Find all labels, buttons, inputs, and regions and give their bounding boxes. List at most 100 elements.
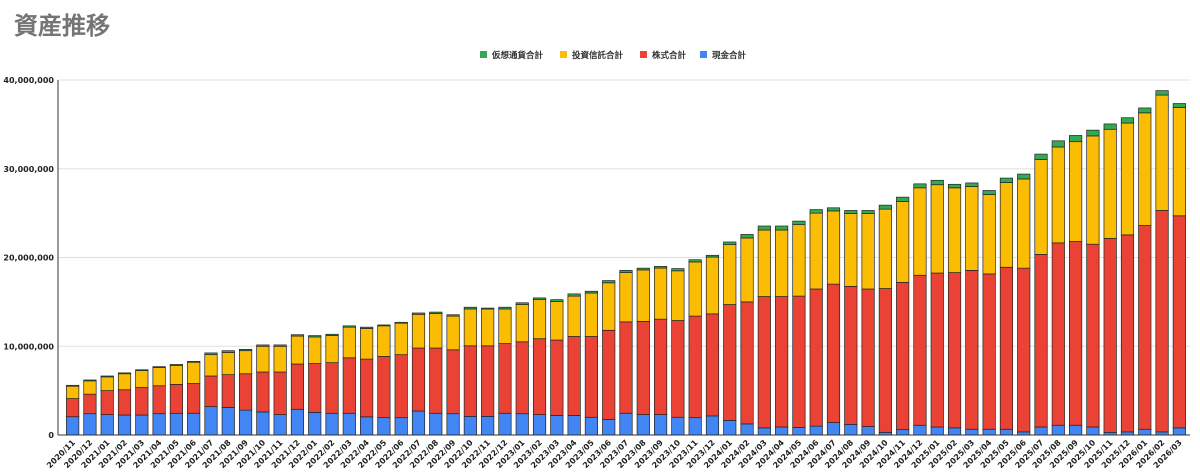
bar-segment [117, 389, 132, 416]
bar-segment [688, 417, 702, 436]
bar-segment [775, 426, 789, 436]
bar-segment [290, 363, 305, 410]
bar-segment [930, 426, 944, 436]
bar-segment [654, 318, 668, 415]
bar-segment [1069, 141, 1083, 242]
bar-segment [1120, 122, 1135, 236]
bar-segment [947, 272, 962, 429]
bar-segment [1017, 173, 1031, 180]
bar-segment [429, 347, 443, 414]
bar-segment [1120, 234, 1135, 433]
bar-segment [100, 414, 114, 436]
bar-segment [792, 224, 806, 297]
bar-segment [342, 357, 356, 414]
bar-segment [619, 321, 633, 414]
bar-segment [809, 212, 823, 290]
bar-segment [896, 282, 910, 431]
legend-swatch [560, 51, 567, 58]
bar-segment [187, 383, 201, 414]
bar-segment [152, 413, 166, 436]
bar-segment [567, 415, 581, 436]
bar-segment [1051, 140, 1065, 148]
bar-segment [896, 196, 910, 202]
y-tick-label: 0 [48, 431, 54, 440]
bar-segment [567, 295, 581, 337]
bar-segment [930, 184, 944, 274]
bar-segment [532, 299, 547, 340]
bar-segment [446, 349, 460, 415]
bar-segment [83, 380, 97, 395]
bar-segment [394, 321, 408, 324]
bar-segment [671, 416, 685, 436]
bar-segment [515, 302, 529, 305]
bar-segment [1155, 94, 1169, 211]
legend-swatch [640, 51, 647, 58]
bar-segment [671, 270, 685, 321]
bar-segment [775, 229, 789, 297]
bar-segment [481, 308, 495, 347]
bar-segment [826, 283, 841, 423]
bar-segment [515, 341, 529, 415]
bar-segment [550, 299, 564, 302]
bar-segment [965, 428, 979, 436]
bar-segment [1103, 238, 1117, 433]
bar-segment [360, 358, 374, 418]
bar-segment [1069, 424, 1083, 436]
bar-segment [861, 213, 875, 290]
bar-segment [342, 412, 356, 436]
bar-segment [515, 304, 529, 343]
bar-segment [152, 366, 166, 368]
bar-segment [117, 372, 132, 375]
bar-segment [66, 398, 80, 418]
bar-segment [999, 428, 1014, 436]
bar-segment [463, 416, 477, 436]
bar-segment [550, 339, 564, 416]
bar-segment [1138, 112, 1152, 226]
bar-segment [1034, 426, 1048, 436]
bar-segment [169, 364, 183, 366]
bar-segment [896, 429, 910, 436]
bar-segment [273, 414, 287, 436]
bar-segment [498, 306, 512, 310]
bar-segment [844, 285, 858, 425]
bar-segment [100, 376, 114, 391]
bar-segment [394, 417, 408, 436]
bar-segment [342, 326, 356, 359]
bar-segment [446, 314, 460, 317]
bar-segment [584, 292, 598, 337]
bar-segment [532, 414, 547, 436]
y-tick-label: 20,000,000 [3, 254, 54, 263]
bar-segment [999, 266, 1014, 430]
bar-segment [411, 313, 426, 349]
bar-segment [740, 234, 754, 239]
bar-segment [809, 425, 823, 436]
bar-segment [1086, 135, 1100, 245]
bar-segment [723, 304, 737, 421]
y-tick-label: 40,000,000 [3, 76, 54, 85]
legend-label: 株式合計 [652, 50, 687, 61]
bar-segment [930, 272, 944, 428]
bar-segment [394, 322, 408, 356]
bar-segment [66, 384, 80, 387]
bar-segment [550, 415, 564, 436]
bar-segment [913, 274, 927, 426]
bar-segment [913, 183, 927, 189]
bar-segment [671, 268, 685, 272]
bar-segment [446, 413, 460, 436]
bar-segment [705, 254, 720, 258]
bar-segment [273, 344, 287, 347]
legend-label: 現金合計 [712, 50, 747, 61]
bar-segment [446, 315, 460, 351]
bar-segment [705, 313, 720, 417]
bar-segment [671, 320, 685, 418]
bar-segment [463, 306, 477, 310]
bar-segment [1172, 107, 1186, 217]
bar-segment [1086, 426, 1100, 436]
bar-segment [982, 194, 996, 275]
bar-segment [308, 363, 322, 413]
bar-segment [1155, 210, 1169, 433]
bar-segment [896, 201, 910, 283]
bar-segment [1069, 241, 1083, 426]
bar-segment [757, 229, 771, 297]
legend-swatch [480, 51, 487, 58]
